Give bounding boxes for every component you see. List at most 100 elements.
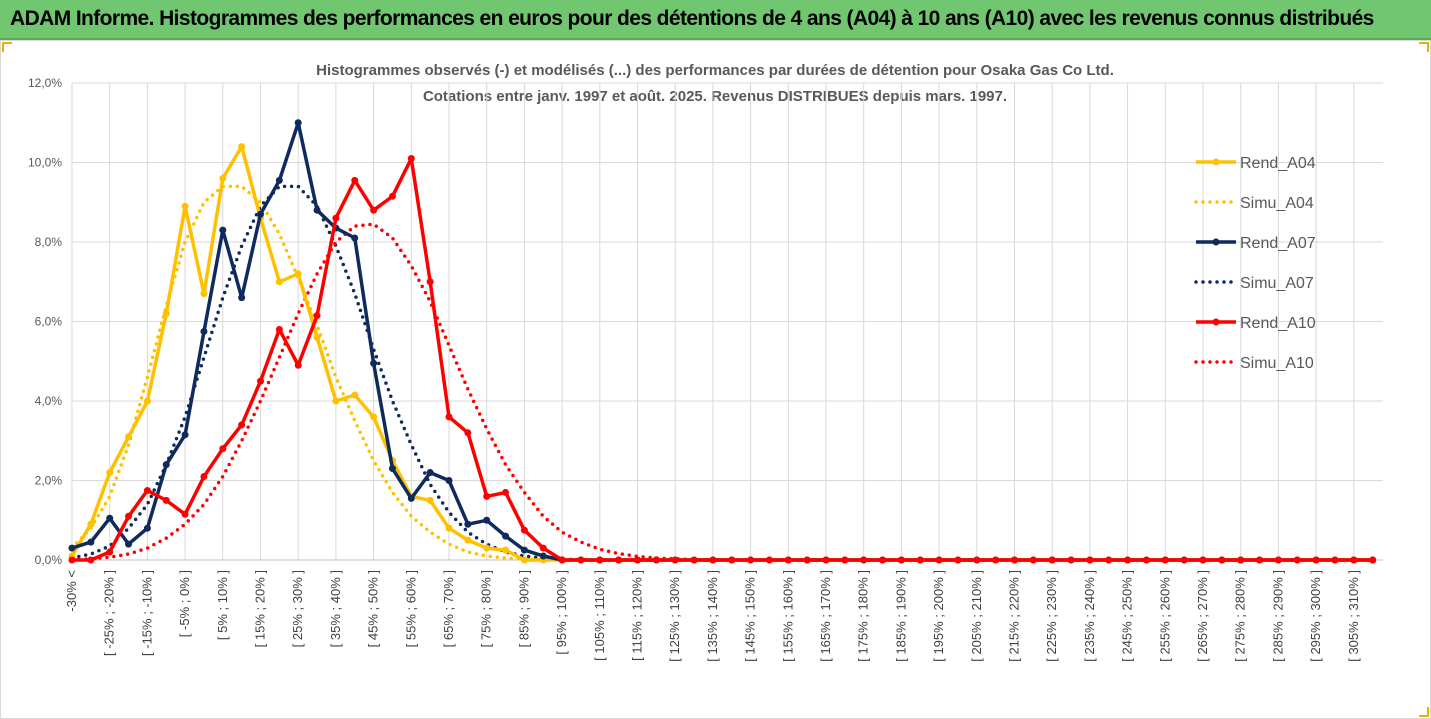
legend-item: Rend_A10 bbox=[1196, 315, 1316, 332]
data-point bbox=[200, 473, 208, 481]
frame-corner-bottom-right bbox=[1419, 707, 1429, 717]
data-point bbox=[784, 556, 792, 564]
legend-item: Simu_A10 bbox=[1194, 355, 1314, 372]
data-point bbox=[1067, 556, 1075, 564]
x-tick-label: [ 125% ; 130% ] bbox=[667, 570, 682, 662]
data-point bbox=[257, 377, 264, 385]
legend-marker bbox=[1212, 318, 1220, 326]
x-tick-label: [ 155% ; 160% ] bbox=[780, 570, 795, 662]
x-tick-label: [ 195% ; 200% ] bbox=[931, 570, 946, 662]
data-point bbox=[445, 524, 453, 532]
data-point bbox=[596, 556, 604, 564]
data-point bbox=[539, 552, 547, 560]
x-tick-label: [ 35% ; 40% ] bbox=[328, 570, 343, 647]
data-point bbox=[313, 206, 321, 214]
x-tick-label: [ 175% ; 180% ] bbox=[856, 570, 871, 662]
data-point bbox=[181, 510, 189, 518]
data-point bbox=[257, 210, 264, 218]
legend-label: Rend_A10 bbox=[1240, 315, 1316, 332]
x-tick-label: [ 225% ; 230% ] bbox=[1044, 570, 1059, 662]
x-tick-label: [ 85% ; 90% ] bbox=[516, 570, 531, 647]
data-point bbox=[502, 488, 510, 496]
legend-label: Simu_A07 bbox=[1240, 275, 1314, 292]
data-point bbox=[539, 544, 547, 552]
data-point bbox=[445, 413, 453, 421]
series-rend-a10 bbox=[68, 155, 1377, 564]
x-tick-label: [ 185% ; 190% ] bbox=[893, 570, 908, 662]
data-point bbox=[125, 433, 133, 441]
data-point bbox=[464, 429, 472, 437]
data-point bbox=[426, 278, 434, 286]
legend-label: Simu_A04 bbox=[1240, 195, 1314, 212]
data-point bbox=[125, 540, 133, 548]
x-tick-label: [ 285% ; 290% ] bbox=[1270, 570, 1285, 662]
data-point bbox=[765, 556, 773, 564]
x-tick-label: [ 165% ; 170% ] bbox=[818, 570, 833, 662]
data-point bbox=[671, 556, 679, 564]
data-point bbox=[747, 556, 755, 564]
data-point bbox=[728, 556, 736, 564]
data-point bbox=[143, 397, 151, 405]
data-point bbox=[294, 270, 302, 278]
y-tick-label: 2,0% bbox=[35, 474, 63, 488]
data-point bbox=[407, 155, 415, 163]
x-tick-label: [ -5% ; 0% ] bbox=[177, 570, 192, 637]
y-tick-label: 8,0% bbox=[35, 235, 63, 249]
data-point bbox=[1048, 556, 1056, 564]
data-point bbox=[313, 333, 321, 341]
data-point bbox=[275, 325, 283, 333]
data-point bbox=[143, 524, 151, 532]
legend-label: Simu_A10 bbox=[1240, 355, 1314, 372]
data-point bbox=[143, 486, 151, 494]
data-point bbox=[87, 520, 95, 528]
data-point bbox=[1124, 556, 1132, 564]
data-point bbox=[558, 556, 566, 564]
data-point bbox=[294, 119, 302, 127]
data-point bbox=[1293, 556, 1301, 564]
y-tick-label: 10,0% bbox=[28, 156, 62, 170]
gridlines bbox=[71, 82, 1383, 561]
data-point bbox=[1237, 556, 1245, 564]
series-line bbox=[72, 156, 1373, 562]
data-point bbox=[464, 520, 472, 528]
frame-corner-top-left bbox=[2, 42, 12, 52]
data-point bbox=[502, 532, 510, 540]
data-point bbox=[219, 226, 227, 234]
data-point bbox=[690, 556, 698, 564]
x-tick-label: [ 235% ; 240% ] bbox=[1082, 570, 1097, 662]
data-point bbox=[219, 174, 227, 182]
data-point bbox=[709, 556, 717, 564]
x-tick-label: [ 215% ; 220% ] bbox=[1007, 570, 1022, 662]
data-point bbox=[68, 544, 76, 552]
data-point bbox=[1256, 556, 1264, 564]
data-point bbox=[1199, 556, 1207, 564]
data-point bbox=[1086, 556, 1094, 564]
legend-item: Simu_A04 bbox=[1194, 195, 1314, 212]
data-point bbox=[1274, 556, 1282, 564]
y-tick-label: 0,0% bbox=[35, 553, 63, 567]
x-tick-label: [ 75% ; 80% ] bbox=[479, 570, 494, 647]
x-tick-label: [ 135% ; 140% ] bbox=[705, 570, 720, 662]
header-banner: ADAM Informe. Histogrammes des performan… bbox=[0, 0, 1431, 40]
data-point bbox=[1350, 556, 1358, 564]
data-point bbox=[615, 556, 623, 564]
plot-area bbox=[68, 119, 1377, 564]
data-point bbox=[370, 359, 378, 367]
data-point bbox=[294, 361, 302, 369]
x-tick-label: [ 55% ; 60% ] bbox=[403, 570, 418, 647]
data-point bbox=[652, 556, 660, 564]
legend-item: Simu_A07 bbox=[1194, 275, 1314, 292]
data-point bbox=[370, 413, 378, 421]
data-point bbox=[483, 516, 491, 524]
data-point bbox=[388, 192, 396, 200]
chart-title-line-2: Cotations entre janv. 1997 et août. 2025… bbox=[423, 88, 1007, 105]
data-point bbox=[1312, 556, 1320, 564]
data-point bbox=[181, 202, 189, 210]
frame-corner-top-right bbox=[1419, 42, 1429, 52]
data-point bbox=[841, 556, 849, 564]
data-point bbox=[351, 234, 359, 242]
x-tick-label: [ 25% ; 30% ] bbox=[290, 570, 305, 647]
data-point bbox=[200, 327, 208, 335]
y-tick-label: 6,0% bbox=[35, 315, 63, 329]
